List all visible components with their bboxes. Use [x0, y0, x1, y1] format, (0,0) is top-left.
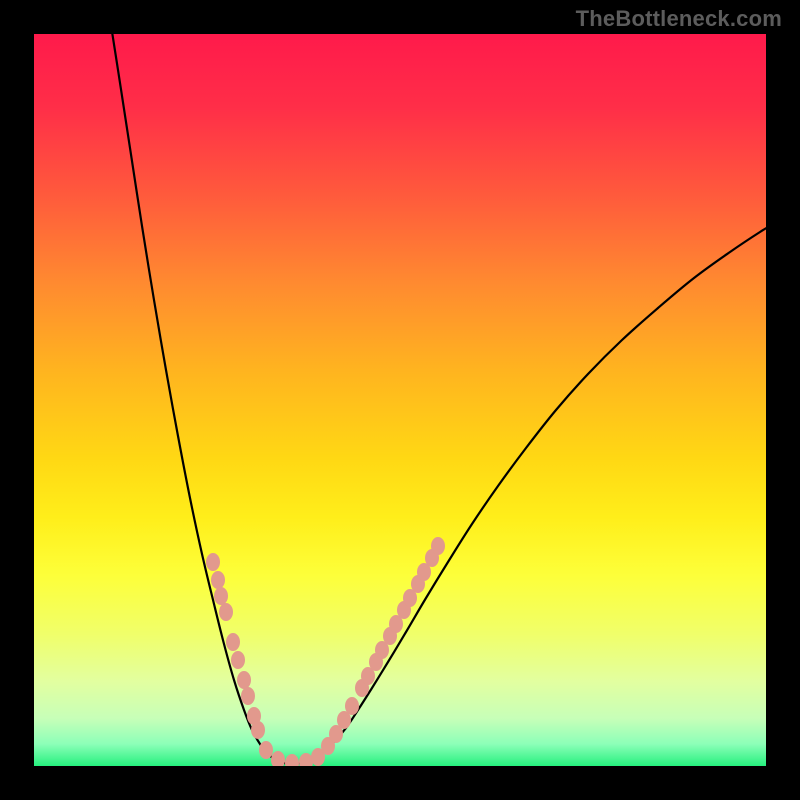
marker-right — [345, 697, 359, 715]
bottleneck-chart-svg — [0, 0, 800, 800]
marker-left — [211, 571, 225, 589]
marker-left — [237, 671, 251, 689]
marker-bottom — [259, 741, 273, 759]
marker-left — [226, 633, 240, 651]
marker-left — [231, 651, 245, 669]
watermark-text: TheBottleneck.com — [576, 6, 782, 32]
marker-left — [251, 721, 265, 739]
gradient-background — [34, 34, 766, 766]
marker-right — [431, 537, 445, 555]
marker-left — [214, 587, 228, 605]
marker-left — [219, 603, 233, 621]
chart-stage: TheBottleneck.com — [0, 0, 800, 800]
marker-left — [241, 687, 255, 705]
marker-left — [206, 553, 220, 571]
